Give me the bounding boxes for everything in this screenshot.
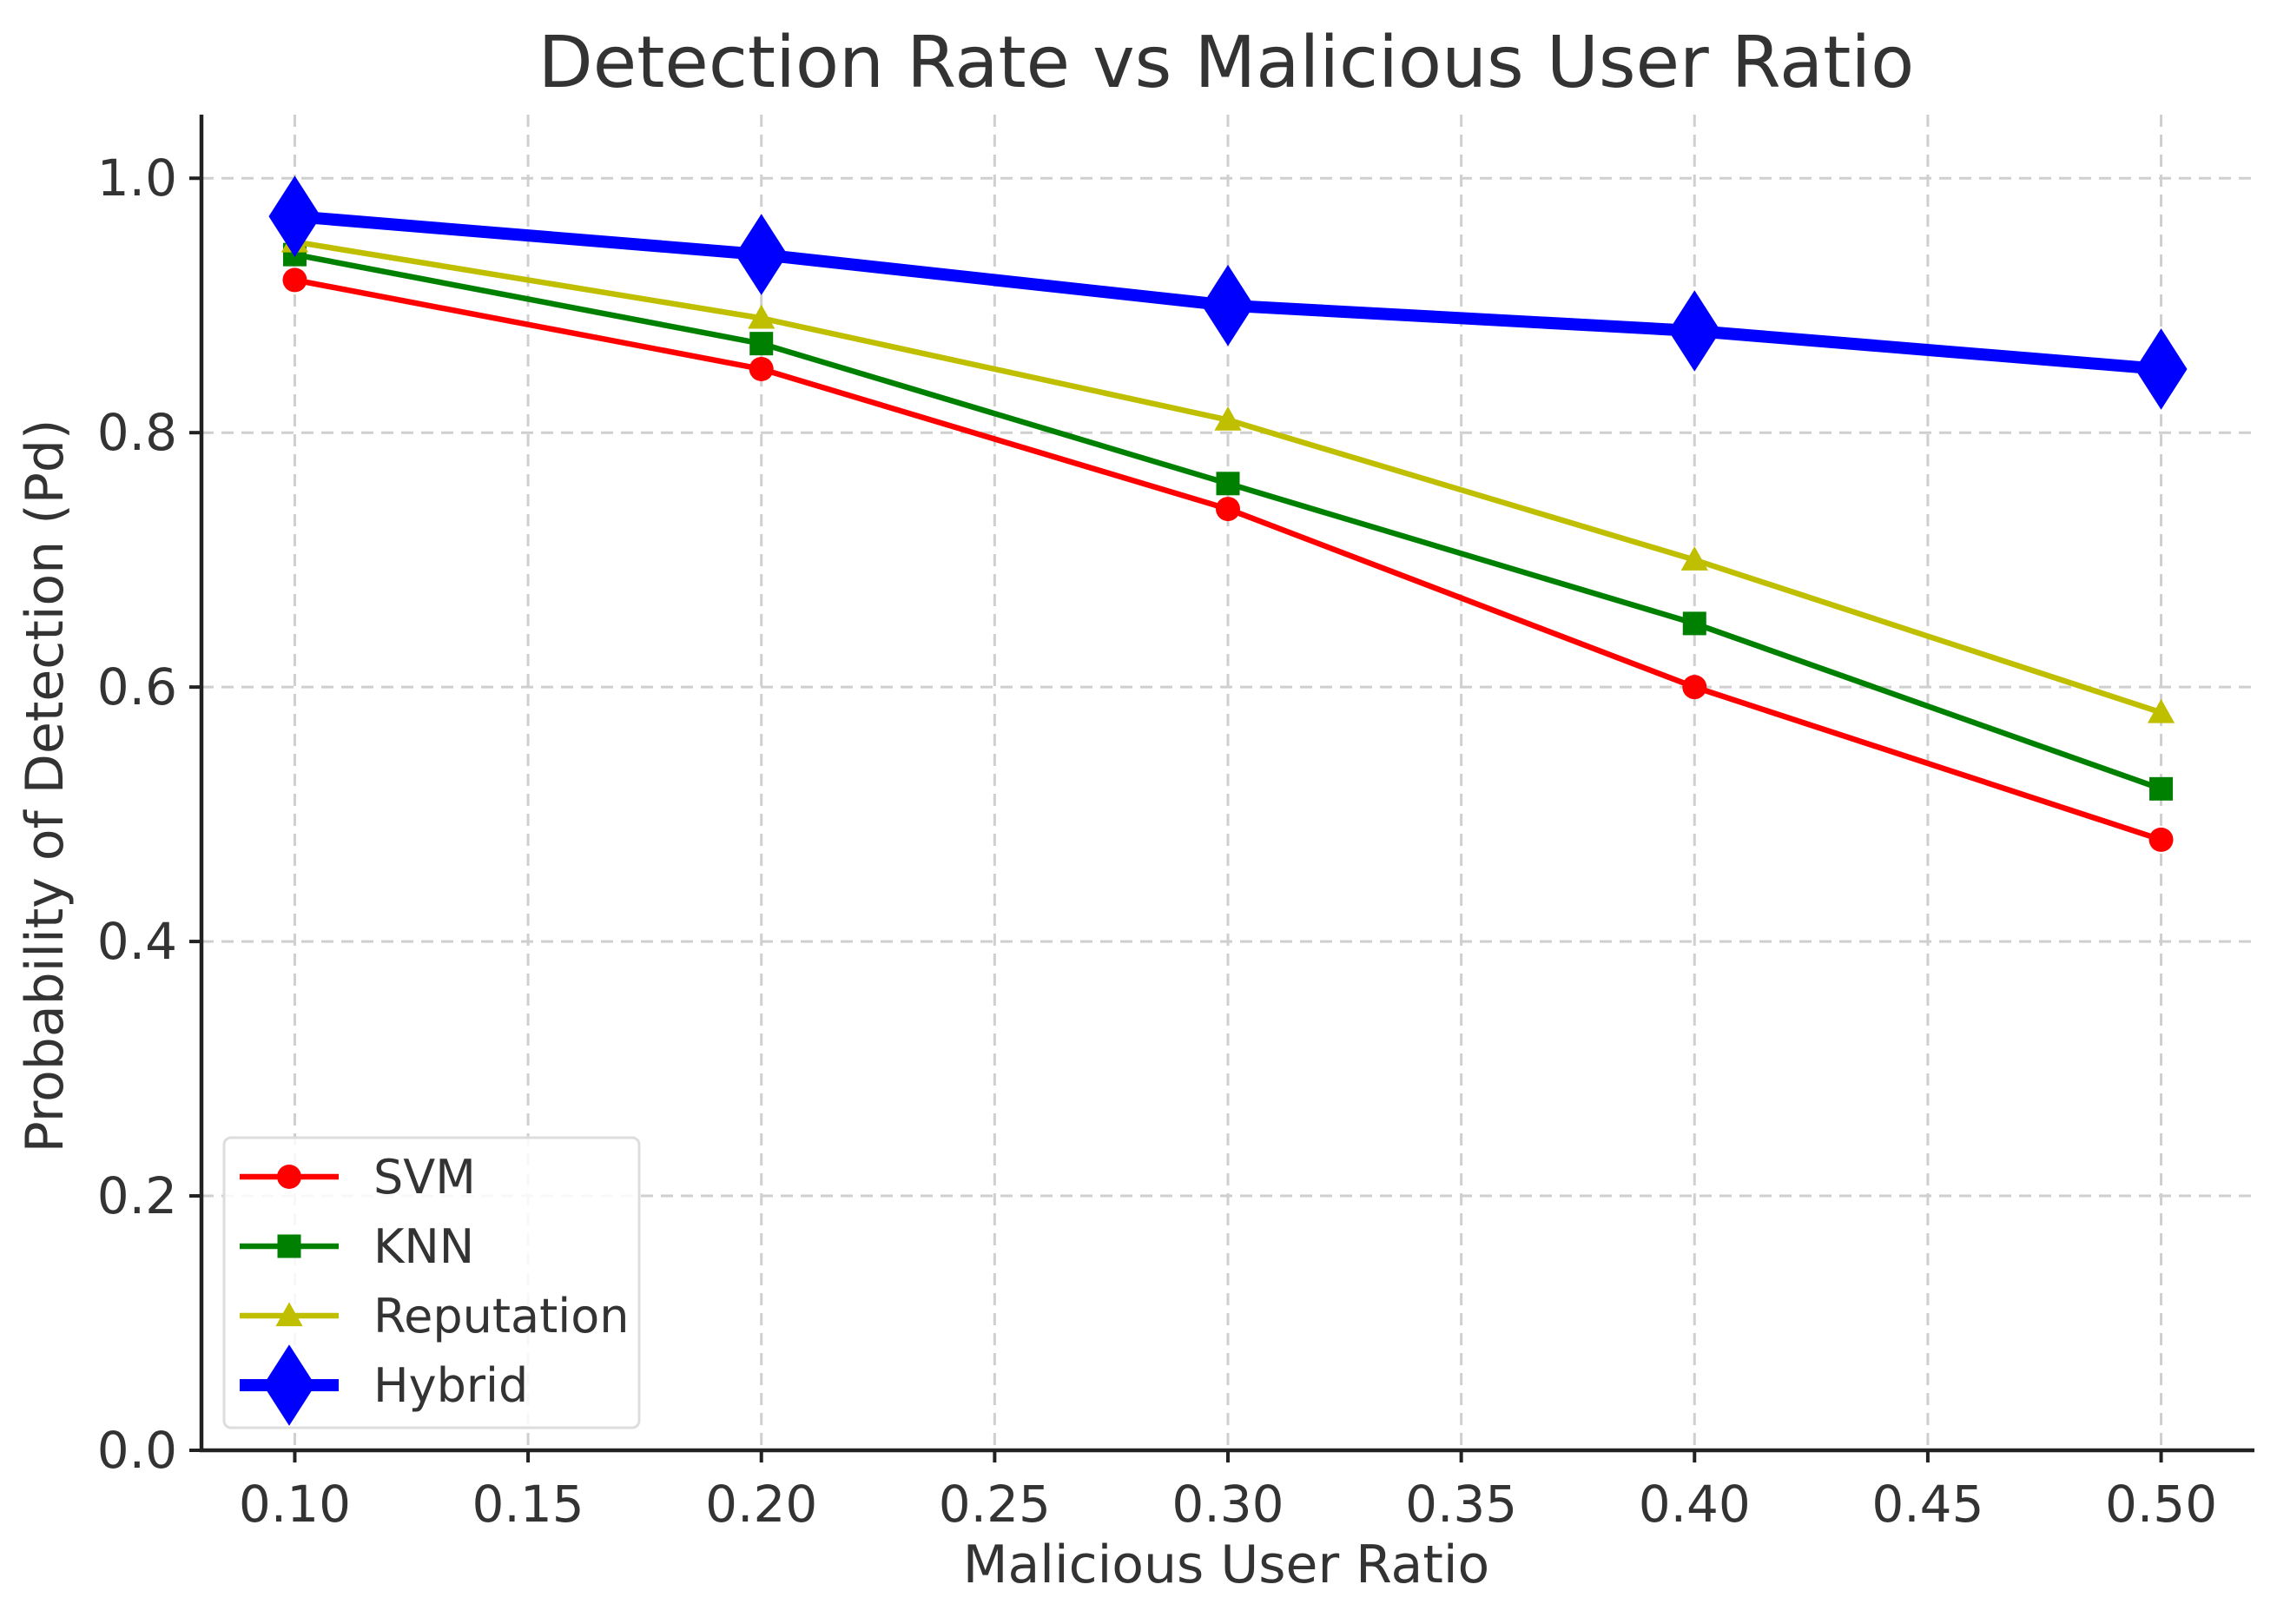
x-tick-label: 0.30 [1172,1475,1284,1534]
data-point-hybrid [735,214,788,295]
x-tick-label: 0.10 [239,1475,351,1534]
legend-marker-hybrid [263,1344,315,1426]
data-point-knn [1216,472,1240,496]
data-point-svm [1682,675,1707,700]
data-point-knn [1682,611,1706,636]
y-axis-ticks: 0.0 0.2 0.4 0.6 0.8 1.0 [97,149,201,1480]
data-point-hybrid [2135,328,2188,410]
y-tick-label: 0.4 [97,912,177,971]
x-tick-label: 0.35 [1405,1475,1517,1534]
y-tick-label: 0.8 [97,403,177,462]
data-point-reputation [748,304,776,329]
legend-box [222,1136,641,1429]
legend: SVM KNN Reputation Hybrid [222,1136,641,1429]
data-point-svm [1216,497,1240,522]
data-point-svm [282,267,307,293]
legend-label: KNN [373,1219,474,1274]
x-tick-label: 0.20 [705,1475,817,1534]
y-tick-label: 0.6 [97,657,177,716]
legend-item-hybrid: Hybrid [240,1344,528,1426]
y-axis-label: Probability of Detection (Pd) [15,419,76,1153]
data-point-hybrid [268,175,321,257]
legend-item-reputation: Reputation [240,1289,630,1343]
legend-label: SVM [373,1150,476,1205]
series-svm [282,267,2174,852]
legend-marker-knn [277,1234,301,1258]
legend-marker-svm [277,1165,301,1189]
data-point-reputation [2147,698,2175,723]
data-point-reputation [1680,546,1708,571]
series-reputation [280,228,2175,723]
legend-label: Hybrid [373,1358,528,1413]
y-tick-label: 0.2 [97,1166,177,1225]
data-point-svm [2148,827,2174,852]
data-point-knn [749,332,774,356]
data-point-hybrid [1668,290,1721,372]
data-point-reputation [1214,406,1242,431]
x-tick-label: 0.45 [1871,1475,1983,1534]
y-tick-label: 1.0 [97,149,177,208]
data-point-hybrid [1202,264,1254,347]
x-tick-label: 0.50 [2105,1475,2217,1534]
x-tick-label: 0.25 [939,1475,1051,1534]
x-axis-ticks: 0.10 0.15 0.20 0.25 0.30 0.35 0.40 0.45 0.50 [239,1450,2217,1534]
legend-item-svm: SVM [240,1150,476,1205]
series-hybrid [268,175,2188,410]
data-point-knn [2149,776,2174,801]
y-tick-label: 0.0 [97,1421,177,1480]
chart-title: Detection Rate vs Malicious User Ratio [538,22,1915,104]
data-point-svm [749,356,774,381]
series-layer [268,175,2188,852]
x-tick-label: 0.40 [1639,1475,1751,1534]
legend-marker-reputation [275,1302,303,1327]
x-axis-label: Malicious User Ratio [963,1535,1489,1595]
legend-item-knn: KNN [240,1219,474,1274]
x-tick-label: 0.15 [472,1475,584,1534]
legend-label: Reputation [373,1289,630,1343]
